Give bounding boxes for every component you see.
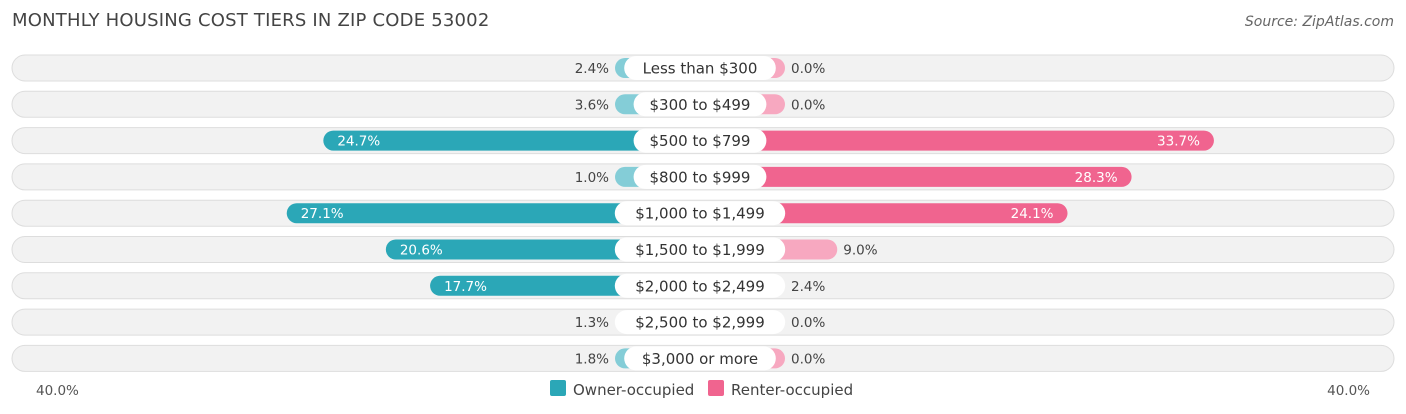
category-label: $1,000 to $1,499 xyxy=(635,205,765,223)
category-label-bg xyxy=(614,273,786,298)
category-label: $1,500 to $1,999 xyxy=(635,241,765,259)
renter-value-label: 0.0% xyxy=(791,61,825,77)
category-label-bg xyxy=(624,346,776,371)
category-label-bg xyxy=(624,56,776,80)
owner-value-label: 1.3% xyxy=(575,315,609,331)
legend-label-renter: Renter-occupied xyxy=(731,381,853,399)
category-label-bg xyxy=(614,237,786,262)
owner-bar xyxy=(286,203,700,224)
category-label: $500 to $799 xyxy=(650,132,751,150)
category-label-bg xyxy=(614,201,786,226)
category-label: $800 to $999 xyxy=(650,168,751,186)
legend-label-owner: Owner-occupied xyxy=(573,381,694,399)
owner-value-label: 20.6% xyxy=(400,243,443,259)
owner-value-label: 3.6% xyxy=(575,97,609,113)
category-label-bg xyxy=(633,164,767,189)
legend-swatch-owner xyxy=(550,380,566,396)
renter-value-label: 0.0% xyxy=(791,351,825,367)
category-label: $2,000 to $2,499 xyxy=(635,277,765,295)
category-label-bg xyxy=(633,92,767,117)
owner-value-label: 17.7% xyxy=(444,279,487,295)
renter-value-label: 0.0% xyxy=(791,97,825,113)
owner-bar xyxy=(323,130,700,151)
category-label-bg xyxy=(614,310,786,335)
renter-bar xyxy=(700,166,1132,187)
owner-value-label: 1.8% xyxy=(575,351,609,367)
owner-value-label: 2.4% xyxy=(575,61,609,77)
owner-value-label: 24.7% xyxy=(337,134,380,150)
renter-bar xyxy=(700,203,1068,224)
renter-value-label: 2.4% xyxy=(791,279,825,295)
renter-value-label: 28.3% xyxy=(1075,170,1118,186)
renter-value-label: 24.1% xyxy=(1011,206,1054,222)
renter-value-label: 33.7% xyxy=(1157,134,1200,150)
chart-title: MONTHLY HOUSING COST TIERS IN ZIP CODE 5… xyxy=(12,10,490,31)
category-label: Less than $300 xyxy=(643,60,758,78)
axis-left-label: 40.0% xyxy=(36,383,79,399)
owner-value-label: 27.1% xyxy=(301,206,344,222)
category-label: $3,000 or more xyxy=(642,350,758,368)
category-label: $300 to $499 xyxy=(650,96,751,114)
chart-source: Source: ZipAtlas.com xyxy=(1244,14,1394,30)
category-label: $2,500 to $2,999 xyxy=(635,314,765,332)
legend-swatch-renter xyxy=(708,380,724,396)
renter-value-label: 0.0% xyxy=(791,315,825,331)
renter-value-label: 9.0% xyxy=(843,243,877,259)
axis-right-label: 40.0% xyxy=(1327,383,1370,399)
owner-value-label: 1.0% xyxy=(575,170,609,186)
renter-bar xyxy=(700,130,1214,151)
category-label-bg xyxy=(633,128,767,153)
